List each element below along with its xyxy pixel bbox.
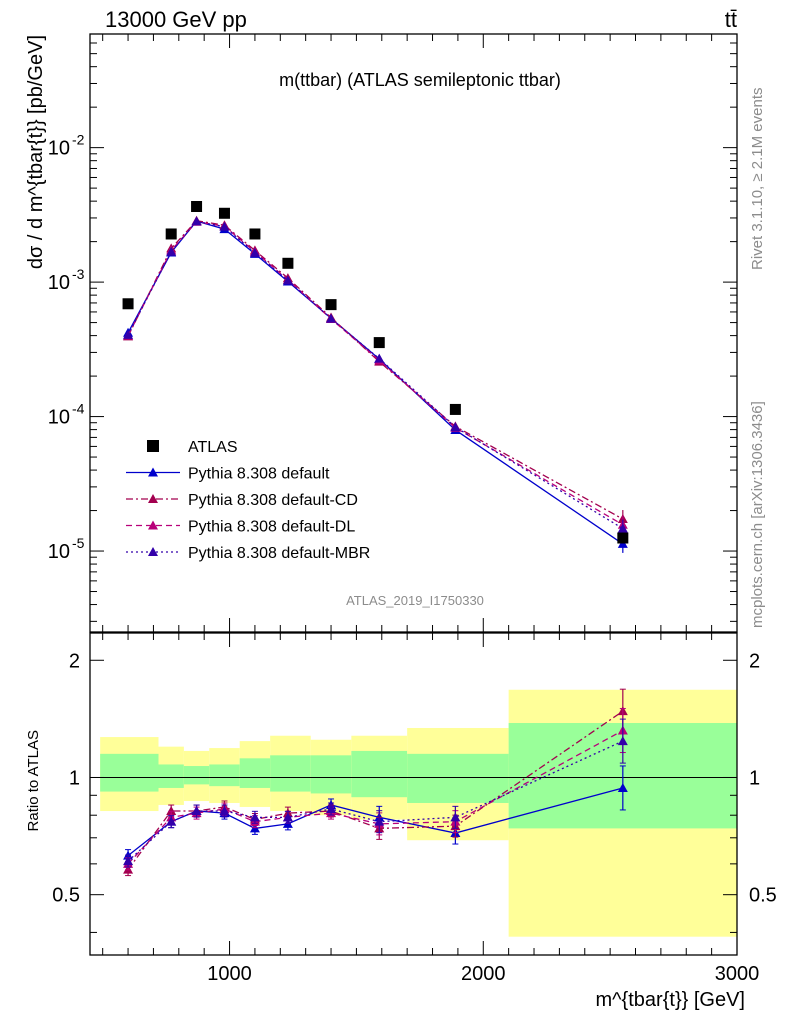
x-tick-label: 2000 bbox=[461, 963, 506, 985]
ratio-point bbox=[249, 812, 260, 822]
energy-label: 13000 GeV pp bbox=[105, 7, 247, 32]
data-point bbox=[373, 337, 385, 349]
ratio-y-tick-label: 1 bbox=[69, 767, 80, 789]
series-point bbox=[282, 275, 293, 285]
series-point bbox=[617, 523, 628, 533]
y-tick-label: 10 bbox=[48, 138, 70, 160]
x-axis-title: m^{tbar{t}} [GeV] bbox=[596, 989, 745, 1011]
series-point bbox=[219, 221, 230, 231]
y-tick-exponent: -3 bbox=[72, 266, 85, 282]
stat-uncertainty-band bbox=[158, 764, 184, 788]
stat-uncertainty-band bbox=[407, 753, 509, 803]
stat-uncertainty-band bbox=[310, 755, 352, 794]
rivet-label: Rivet 3.1.10, ≥ 2.1M events bbox=[749, 88, 766, 271]
y-tick-label: 10 bbox=[48, 407, 70, 429]
ratio-uncertainty-bands bbox=[90, 689, 737, 937]
series-line bbox=[127, 220, 624, 530]
ratio-point bbox=[326, 803, 337, 813]
y-tick-label: 10 bbox=[48, 272, 70, 294]
data-point bbox=[282, 257, 294, 269]
series-point bbox=[249, 247, 260, 257]
ratio-point bbox=[123, 856, 134, 866]
legend-label: Pythia 8.308 default bbox=[188, 466, 330, 483]
y-tick-exponent: -2 bbox=[72, 132, 85, 148]
legend-marker bbox=[148, 494, 158, 503]
ratio-point bbox=[450, 812, 461, 822]
x-tick-label: 1000 bbox=[207, 963, 252, 985]
ratio-y-tick-label: 0.5 bbox=[52, 885, 80, 907]
legend-label: Pythia 8.308 default-DL bbox=[188, 519, 355, 536]
ratio-point bbox=[191, 806, 202, 816]
series-point bbox=[450, 422, 461, 432]
data-point bbox=[249, 228, 261, 240]
series-point bbox=[166, 246, 177, 256]
main-frame bbox=[89, 33, 738, 633]
y-tick-exponent: -5 bbox=[72, 535, 85, 551]
ratio-panel bbox=[123, 688, 628, 877]
data-point bbox=[449, 403, 461, 415]
series-point bbox=[123, 329, 134, 339]
data-point bbox=[191, 200, 203, 212]
stat-uncertainty-band bbox=[183, 766, 210, 785]
ratio-frame bbox=[89, 632, 738, 956]
data-point bbox=[122, 298, 134, 310]
ratio-point bbox=[617, 736, 628, 746]
analysis-id: ATLAS_2019_I1750330 bbox=[346, 593, 484, 608]
series-point bbox=[374, 353, 385, 363]
legend-label: ATLAS bbox=[188, 439, 238, 456]
stat-uncertainty-band bbox=[270, 755, 311, 792]
series-point bbox=[191, 216, 202, 226]
stat-uncertainty-band bbox=[239, 758, 271, 788]
ratio-y-tick-label-right: 0.5 bbox=[749, 885, 777, 907]
ratio-point bbox=[282, 812, 293, 822]
ratio-point bbox=[219, 806, 230, 816]
main-y-axis-title: dσ / d m^{tbar{t}} [pb/GeV] bbox=[25, 35, 47, 269]
ratio-y-tick-label-right: 2 bbox=[749, 650, 760, 672]
ratio-point bbox=[166, 806, 177, 816]
process-label: tt̄ bbox=[725, 7, 737, 32]
legend: ATLAS Pythia 8.308 default Pythia 8.308 de… bbox=[126, 439, 370, 562]
ratio-y-tick-label: 2 bbox=[69, 650, 80, 672]
mcplots-label: mcplots.cern.ch [arXiv:1306.3436] bbox=[749, 401, 766, 628]
legend-marker bbox=[148, 467, 158, 477]
ratio-y-tick-label-right: 1 bbox=[749, 767, 760, 789]
ratio-point bbox=[617, 782, 628, 792]
y-tick-label: 10 bbox=[48, 541, 70, 563]
ratio-point bbox=[166, 816, 177, 826]
legend-label: Pythia 8.308 default-MBR bbox=[188, 545, 370, 562]
stat-uncertainty-band bbox=[209, 764, 240, 787]
ratio-line bbox=[127, 787, 623, 857]
ratio-line bbox=[127, 710, 624, 870]
stat-uncertainty-band bbox=[100, 753, 159, 792]
legend-marker bbox=[148, 547, 158, 556]
main-panel bbox=[122, 200, 629, 553]
data-point bbox=[165, 228, 177, 240]
series-line bbox=[127, 221, 624, 526]
legend-marker bbox=[147, 440, 159, 452]
y-tick-exponent: -4 bbox=[72, 401, 85, 417]
ratio-point bbox=[374, 816, 385, 826]
data-point bbox=[617, 532, 629, 544]
ratio-line bbox=[127, 729, 624, 865]
stat-uncertainty-band bbox=[351, 750, 408, 798]
data-point bbox=[325, 299, 337, 311]
data-point bbox=[218, 207, 230, 219]
series-point bbox=[326, 313, 337, 323]
legend-marker bbox=[148, 520, 158, 530]
ratio-line bbox=[127, 740, 624, 862]
series-line bbox=[127, 220, 624, 520]
legend-label: Pythia 8.308 default-CD bbox=[188, 492, 358, 509]
plot-title: m(ttbar) (ATLAS semileptonic ttbar) bbox=[279, 70, 561, 90]
x-tick-label: 3000 bbox=[715, 963, 760, 985]
ratio-y-axis-title: Ratio to ATLAS bbox=[25, 730, 42, 831]
